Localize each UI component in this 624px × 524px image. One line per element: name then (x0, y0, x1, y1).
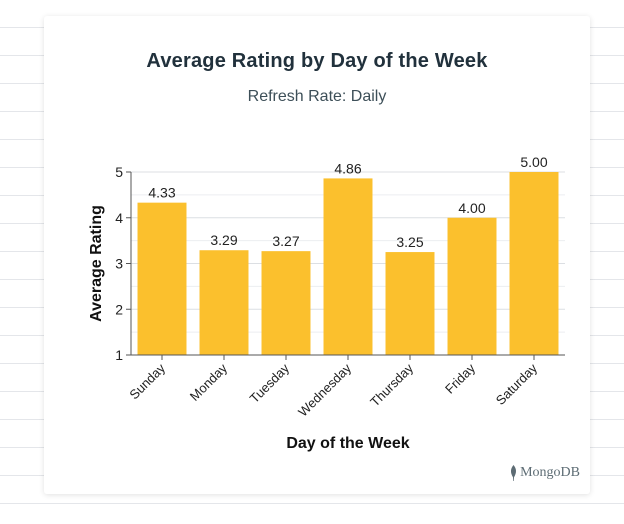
data-label: 3.27 (272, 233, 299, 249)
bar-chart: 4.33 Sunday 3.29 Monday 3.27 Tuesday 4.86 Wedne… (88, 154, 565, 452)
x-tick-label: Monday (187, 360, 231, 404)
data-label: 3.25 (396, 234, 423, 250)
mongodb-logo: MongoDB (510, 465, 580, 481)
bar-monday (199, 250, 249, 355)
x-tick-label: Saturday (493, 360, 541, 408)
data-label: 4.00 (458, 200, 485, 216)
brand-name: MongoDB (520, 465, 580, 480)
mongodb-leaf-icon (511, 465, 517, 481)
bar-thursday (385, 252, 435, 355)
y-tick-label: 4 (115, 210, 123, 226)
y-tick-label: 5 (115, 164, 123, 180)
bar-wednesday (323, 178, 373, 355)
bar-friday (447, 217, 497, 355)
data-label: 4.86 (334, 160, 361, 176)
x-tick-label: Thursday (367, 360, 416, 409)
x-tick-label: Wednesday (295, 360, 354, 419)
data-label: 4.33 (148, 185, 175, 201)
x-tick-label: Tuesday (247, 360, 293, 406)
data-label: 3.29 (210, 232, 237, 248)
bar-tuesday (261, 251, 311, 355)
data-label: 5.00 (520, 154, 547, 170)
chart-subtitle: Refresh Rate: Daily (247, 88, 387, 105)
chart-card: Average Rating by Day of the Week Refres… (44, 16, 590, 494)
x-tick-label: Friday (442, 360, 478, 396)
bar-sunday (137, 202, 187, 355)
chart-title: Average Rating by Day of the Week (146, 50, 488, 72)
y-tick-label: 1 (115, 347, 123, 363)
bars (137, 172, 559, 355)
axes (126, 171, 565, 360)
bar-saturday (509, 172, 559, 355)
y-tick-label: 2 (115, 301, 123, 317)
x-axis-label: Day of the Week (286, 435, 409, 452)
x-tick-label: Sunday (126, 360, 168, 402)
y-axis-label: Average Rating (88, 205, 105, 322)
y-tick-label: 3 (115, 256, 123, 272)
